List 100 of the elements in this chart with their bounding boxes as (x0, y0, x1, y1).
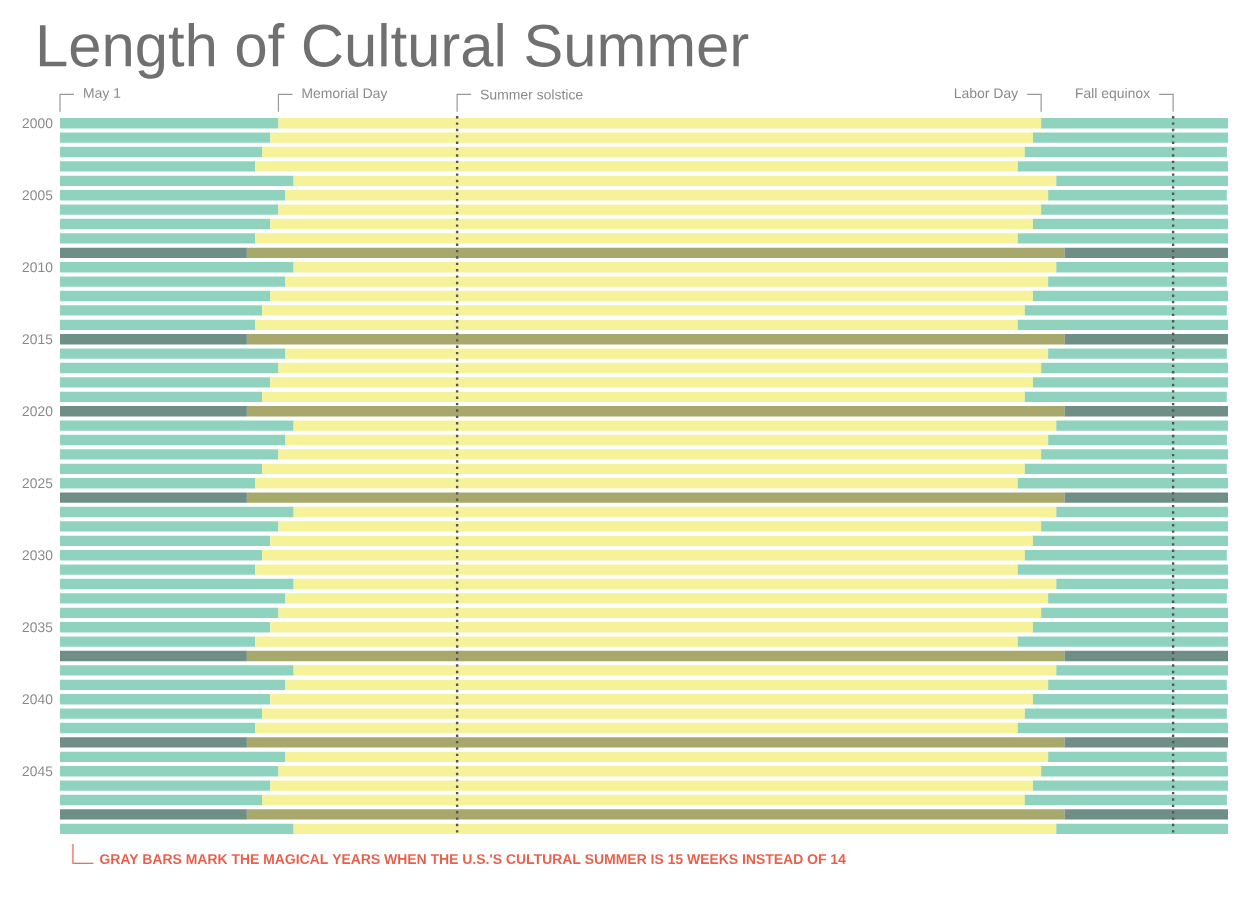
bar (60, 823, 294, 834)
bar (255, 319, 1018, 330)
bar (246, 492, 1065, 503)
bar (1024, 391, 1227, 402)
bar (293, 175, 1057, 186)
bar (1032, 622, 1229, 633)
bar (1024, 305, 1227, 316)
bar (1024, 794, 1227, 806)
bar (60, 449, 279, 460)
bar (60, 636, 256, 647)
bar (60, 334, 247, 345)
bar (60, 218, 271, 230)
bar (278, 766, 1042, 777)
bar (1064, 334, 1229, 345)
bar (1041, 449, 1229, 460)
bar (262, 463, 1025, 474)
bar (1056, 665, 1229, 676)
bar (270, 132, 1033, 143)
bar (60, 578, 294, 590)
bar (1041, 521, 1229, 532)
bar (246, 737, 1065, 748)
bar (246, 650, 1065, 662)
bar (1024, 463, 1227, 474)
bar (1032, 290, 1229, 302)
bar (293, 420, 1057, 431)
bar (1032, 218, 1229, 230)
bar (1056, 420, 1229, 431)
bar (1024, 550, 1227, 561)
bar (285, 276, 1049, 287)
bar (1017, 636, 1229, 647)
bar (246, 247, 1065, 258)
bar (60, 406, 247, 417)
bar (293, 506, 1057, 518)
bar (1064, 406, 1229, 417)
bar (285, 679, 1049, 690)
bar (60, 780, 271, 791)
bar (1041, 118, 1229, 129)
bar (60, 665, 294, 676)
bar (270, 290, 1033, 302)
bar (1041, 204, 1229, 215)
bar (278, 449, 1042, 460)
bar (60, 132, 271, 143)
bar (60, 737, 247, 748)
bar (1048, 751, 1227, 762)
bar (262, 391, 1025, 402)
bar (285, 190, 1049, 201)
bar (60, 434, 286, 446)
bar (255, 161, 1018, 172)
bar (60, 679, 286, 690)
bar (278, 521, 1042, 532)
bar (60, 391, 263, 402)
bar (270, 377, 1033, 388)
bar (1056, 578, 1229, 590)
bar (255, 478, 1018, 489)
bar (1017, 161, 1229, 172)
bar (246, 334, 1065, 345)
bar (60, 190, 286, 201)
bar (60, 290, 271, 302)
bar (60, 276, 286, 287)
bar (278, 362, 1042, 374)
bar (270, 780, 1033, 791)
bar (262, 550, 1025, 561)
bar (1064, 492, 1229, 503)
bar (255, 233, 1018, 244)
bar (1024, 708, 1227, 719)
bar (1017, 564, 1229, 575)
bar (293, 665, 1057, 676)
bar (1017, 722, 1229, 734)
bar (1056, 262, 1229, 273)
bar (60, 492, 247, 503)
bar (1064, 809, 1229, 820)
bar (278, 607, 1042, 618)
bar (60, 722, 256, 734)
bar (1041, 766, 1229, 777)
bar (60, 204, 279, 215)
bar (278, 204, 1042, 215)
bar (1041, 362, 1229, 374)
bar (60, 535, 271, 546)
bar (285, 593, 1049, 604)
bar (60, 262, 294, 273)
bar (1032, 535, 1229, 546)
bar (270, 218, 1033, 230)
bar (270, 622, 1033, 633)
bar (1024, 146, 1227, 158)
bar (270, 694, 1033, 705)
bar (1048, 679, 1227, 690)
bar (1017, 319, 1229, 330)
bar (60, 146, 263, 158)
bar (60, 463, 263, 474)
bar (1048, 276, 1227, 287)
bar (1017, 233, 1229, 244)
bar (60, 622, 271, 633)
bar (262, 708, 1025, 719)
bar (60, 161, 256, 172)
bar (1064, 247, 1229, 258)
bar (255, 564, 1018, 575)
bar (262, 305, 1025, 316)
bar (1056, 823, 1229, 834)
bar (262, 794, 1025, 806)
bar (60, 377, 271, 388)
